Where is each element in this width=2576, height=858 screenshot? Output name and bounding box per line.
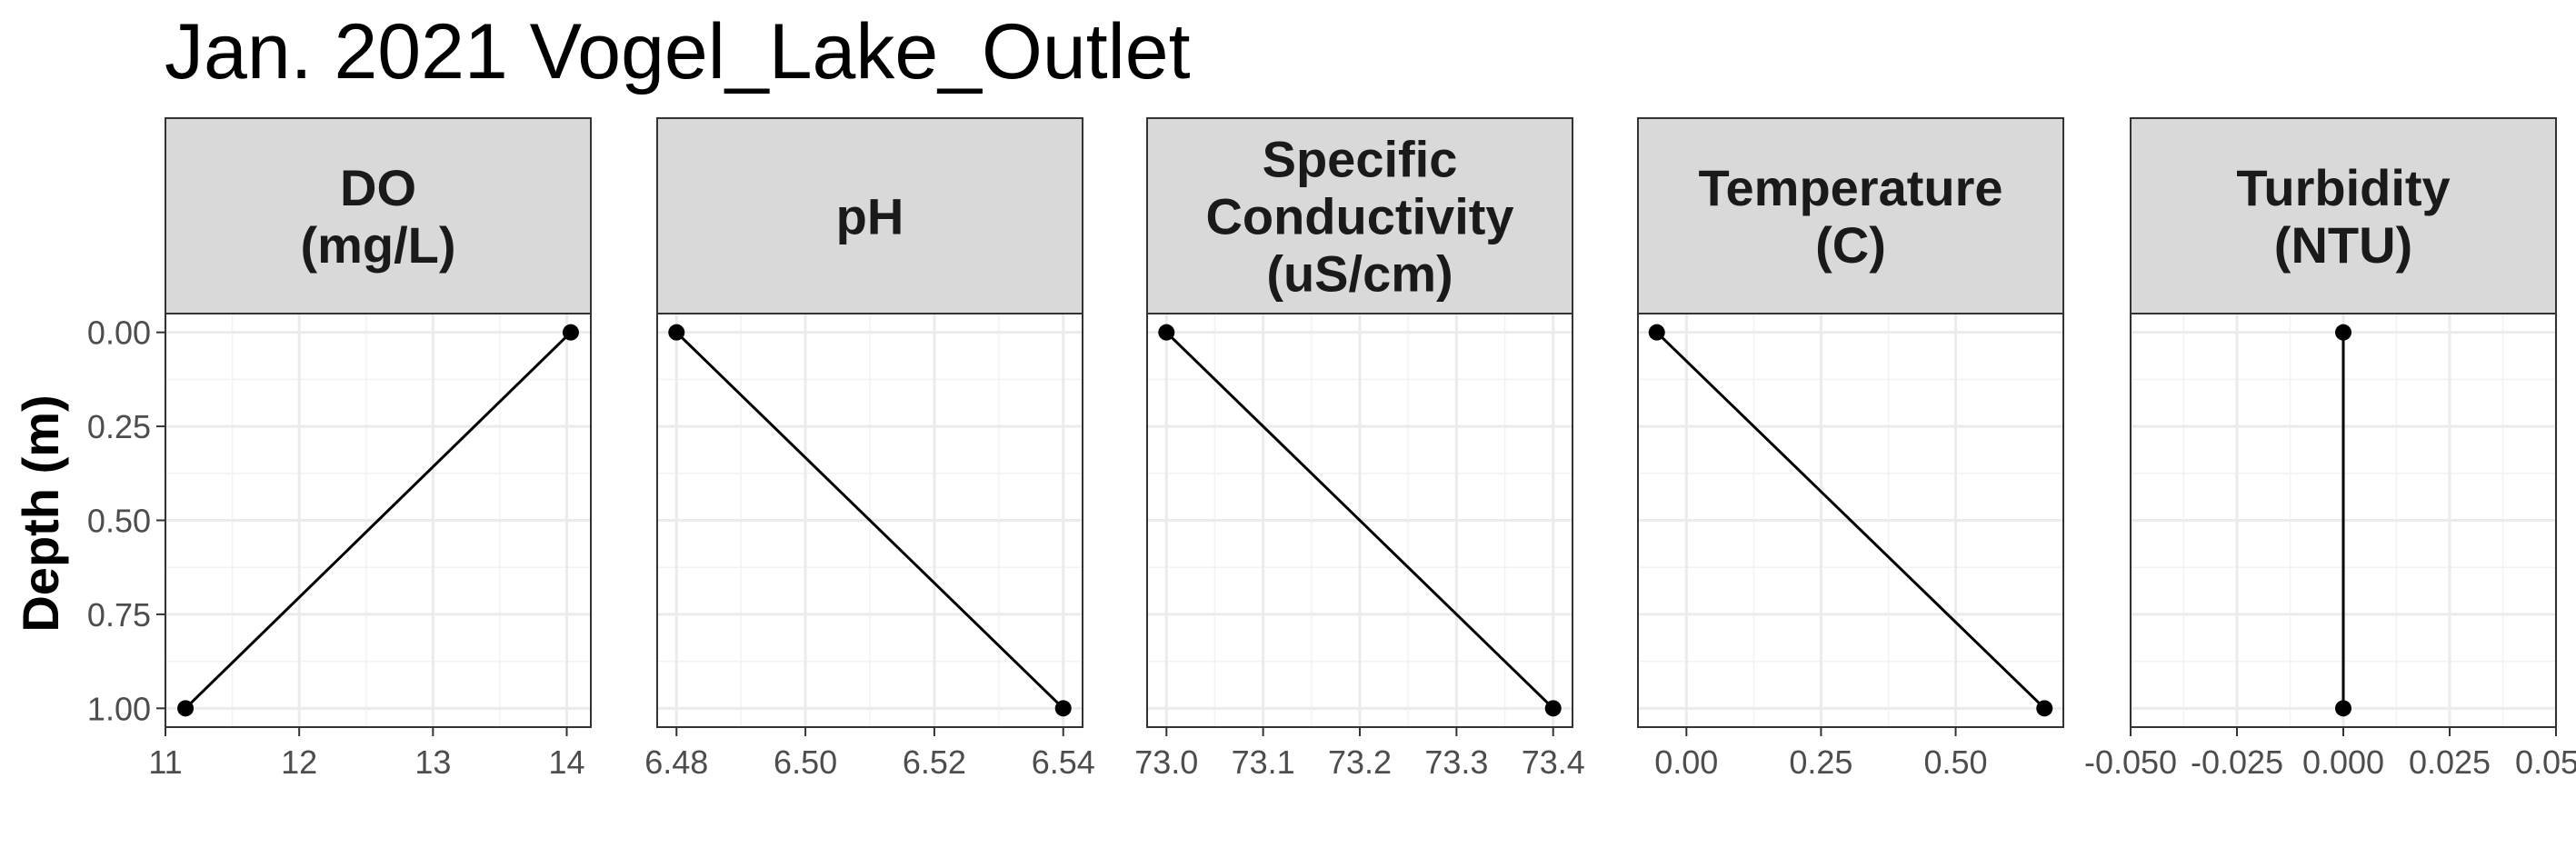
strip-label: Specific [1263,131,1458,188]
series-line [185,331,572,710]
strip-label: (mg/L) [300,216,455,274]
strip-label: Conductivity [1205,188,1513,245]
x-tick-label: 11 [148,743,182,781]
data-point [2036,700,2053,717]
data-point [1158,324,1175,341]
data-point [668,324,685,341]
chart-title: Jan. 2021 Vogel_Lake_Outlet [165,8,1191,95]
x-tick-label: 0.000 [2302,743,2384,781]
y-tick-label: 0.00 [87,314,151,352]
strip-label: (C) [1815,216,1886,274]
strip-background [2130,117,2557,314]
x-tick-label: 13 [414,743,451,781]
facet-panel-3: Temperature(C) 0.00 0.25 0.50 [1637,117,2064,781]
x-tick-label: 73.3 [1424,743,1488,781]
facet-panel-0: DO(mg/L) 11 12 13 14 0.00 0.25 0.50 0.75 1.00 [87,117,592,781]
y-tick-label: 0.75 [87,596,151,634]
strip-background [1146,117,1573,314]
y-tick-label: 0.25 [87,408,151,445]
data-point [562,324,579,341]
strip-label: (uS/cm) [1266,245,1453,303]
x-tick-label: -0.050 [2084,743,2177,781]
x-tick-label: 73.0 [1134,743,1198,781]
strip-background [1637,117,2064,314]
strip-label: Temperature [1698,159,2002,216]
x-tick-label: -0.025 [2191,743,2283,781]
x-tick-label: 6.54 [1032,743,1095,781]
x-tick-label: 12 [281,743,317,781]
series-line [1165,331,1554,710]
series-line [1655,331,2046,710]
series-line [675,331,1064,710]
x-tick-label: 0.050 [2515,743,2576,781]
strip-label: DO [340,159,416,216]
data-point [1544,700,1562,717]
data-point [1648,324,1665,341]
facet-panel-1: pH 6.48 6.50 6.52 6.54 [644,117,1095,781]
y-tick-label: 0.50 [87,503,151,540]
x-tick-label: 6.48 [644,743,708,781]
data-point [2335,324,2351,341]
x-tick-label: 73.2 [1328,743,1392,781]
x-tick-label: 0.00 [1654,743,1718,781]
x-tick-label: 6.50 [774,743,837,781]
strip-label: pH [836,188,904,245]
strip-label: Turbidity [2236,159,2450,216]
data-point [2335,700,2351,717]
facet-panel-4: Turbidity(NTU) -0.050 -0.025 0.000 0.025 0.05… [2084,117,2576,781]
x-tick-label: 14 [548,743,584,781]
x-tick-label: 0.50 [1923,743,1987,781]
strip-label: (NTU) [2274,216,2412,274]
strip-background [656,117,1083,314]
x-tick-label: 73.4 [1522,743,1585,781]
x-tick-label: 0.25 [1789,743,1852,781]
data-point [177,700,195,717]
facet-panels: DO(mg/L) 11 12 13 14 0.00 0.25 0.50 0.75 1.00 pH 6.… [87,117,2576,781]
strip-background [165,117,592,314]
x-tick-label: 73.1 [1232,743,1295,781]
y-tick-label: 1.00 [87,690,151,727]
x-tick-label: 0.025 [2409,743,2491,781]
data-point [1054,700,1072,717]
x-tick-label: 6.52 [903,743,966,781]
y-axis-label: Depth (m) [12,394,69,632]
